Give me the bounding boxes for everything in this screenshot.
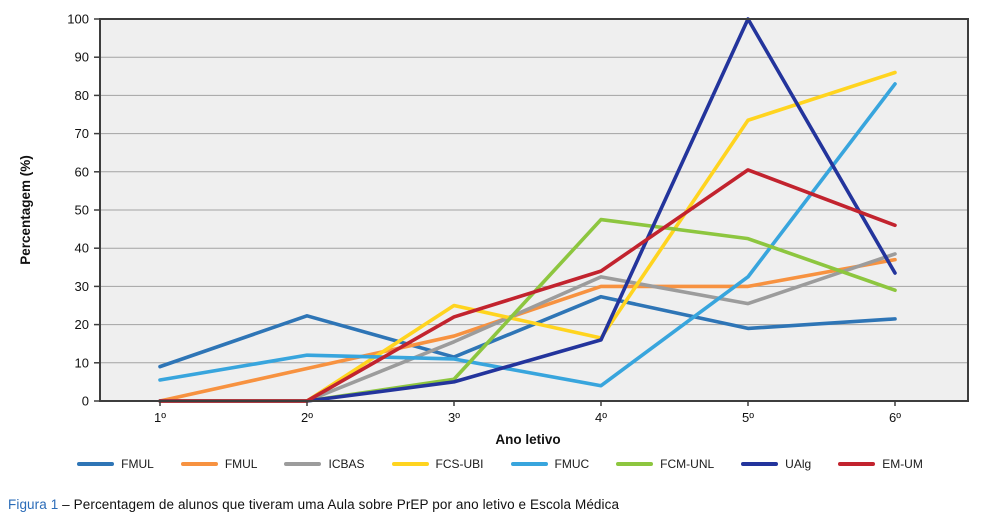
y-tick-label: 10	[75, 355, 89, 370]
legend-label: FCS-UBI	[435, 457, 484, 471]
legend-item-fcs-ubi: FCS-UBI	[391, 457, 484, 471]
y-tick-label: 20	[75, 317, 89, 332]
y-tick-label: 90	[75, 50, 89, 65]
y-tick-label: 80	[75, 88, 89, 103]
legend-item-fmul: FMUL	[77, 457, 154, 471]
x-tick-label: 4º	[595, 410, 607, 425]
legend-item-icbas: ICBAS	[284, 457, 365, 471]
legend-swatch	[838, 462, 876, 466]
legend-item-fmul: FMUL	[180, 457, 258, 471]
y-tick-label: 30	[75, 279, 89, 294]
x-tick-label: 3º	[448, 410, 460, 425]
figure-label: Figura 1	[8, 497, 59, 512]
legend-swatch	[616, 462, 654, 466]
x-tick-label: 6º	[889, 410, 901, 425]
y-tick-label: 60	[75, 164, 89, 179]
legend-label: ICBAS	[328, 457, 365, 471]
series-line-fmul	[158, 294, 897, 369]
plot-layer: 0 10 20 30 40 50 60 70 80 90 100 1º 2º 3º 4º 5º 6º	[67, 12, 969, 425]
chart-canvas: 0 10 20 30 40 50 60 70 80 90 100 1º 2º 3º 4º 5º 6º Perce…	[18, 12, 969, 447]
legend-label: FMUL	[121, 457, 154, 471]
legend-label: EM-UM	[882, 457, 923, 471]
x-tick-label: 2º	[301, 410, 313, 425]
y-axis-title: Percentagem (%)	[18, 155, 33, 265]
legend-swatch	[741, 462, 779, 466]
legend-swatch	[77, 462, 115, 466]
legend-swatch	[284, 462, 322, 466]
legend-label: UAlg	[785, 457, 812, 471]
legend-item-fcm-unl: FCM-UNL	[616, 457, 714, 471]
legend-swatch	[391, 462, 429, 466]
x-tick-label: 1º	[154, 410, 166, 425]
y-tick-label: 40	[75, 241, 89, 256]
figure-caption: Figura 1 – Percentagem de alunos que tiv…	[8, 497, 619, 512]
y-tick-label: 70	[75, 126, 89, 141]
legend-swatch	[180, 462, 218, 466]
y-tick-label: 0	[82, 394, 89, 409]
y-tick-label: 50	[75, 203, 89, 218]
chart-legend: FMUL FMUL ICBAS FCS-UBI FMUC FCM-UNL UAlg EM-UM	[0, 457, 1000, 471]
legend-item-em-um: EM-UM	[838, 457, 923, 471]
y-tick-label: 100	[67, 12, 89, 27]
legend-label: FCM-UNL	[660, 457, 715, 471]
legend-swatch	[510, 462, 548, 466]
series-line-fmuc	[158, 82, 897, 388]
legend-item-ualg: UAlg	[741, 457, 811, 471]
caption-text: Percentagem de alunos que tiveram uma Au…	[73, 497, 620, 512]
x-axis-title: Ano letivo	[495, 432, 560, 447]
legend-label: FMUC	[554, 457, 590, 471]
legend-item-fmuc: FMUC	[510, 457, 590, 471]
legend-label: FMUL	[224, 457, 258, 471]
caption-separator: –	[58, 497, 74, 512]
x-tick-label: 5º	[742, 410, 754, 425]
